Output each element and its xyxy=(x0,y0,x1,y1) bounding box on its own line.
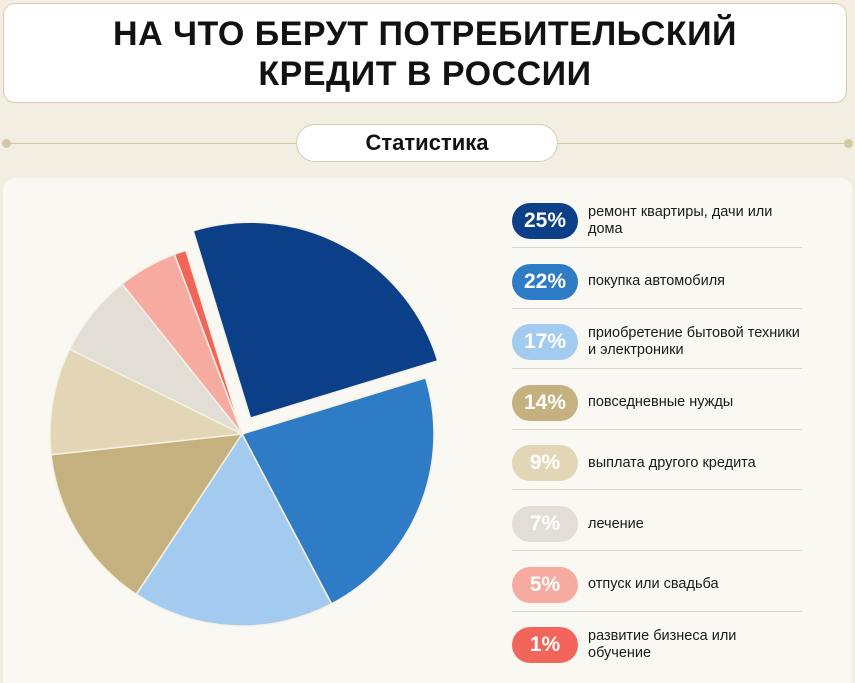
legend-label: приобретение бытовой техники и электрони… xyxy=(588,325,800,359)
title-line-1: НА ЧТО БЕРУТ ПОТРЕБИТЕЛЬСКИЙ xyxy=(113,15,737,53)
divider-dot-left xyxy=(2,139,11,148)
legend-label: развитие бизнеса или обучение xyxy=(588,628,737,662)
legend-item: 17% приобретение бытовой техники и электр… xyxy=(512,319,802,370)
pie-slice xyxy=(192,221,439,420)
legend-percent-badge: 22% xyxy=(512,263,578,300)
subtitle-pill: Статистика xyxy=(296,124,558,162)
legend-percent-badge: 17% xyxy=(512,324,578,361)
legend-item: 5% отпуск или свадьба xyxy=(512,562,802,612)
legend-item: 25% ремонт квартиры, дачи или дома xyxy=(512,198,802,248)
legend-percent-badge: 1% xyxy=(512,627,578,664)
legend-label: лечение xyxy=(588,515,644,532)
legend-item: 14% повседневные нужды xyxy=(512,380,802,430)
legend-percent-badge: 5% xyxy=(512,566,578,603)
legend-percent-badge: 14% xyxy=(512,384,578,421)
pie-slice xyxy=(50,433,244,596)
pie-slice xyxy=(49,348,245,456)
legend-divider xyxy=(512,428,802,430)
legend-percent-badge: 9% xyxy=(512,445,578,482)
pie-slices xyxy=(49,221,439,627)
legend-label: покупка автомобиля xyxy=(588,273,726,290)
pie-slice xyxy=(173,249,243,435)
pie-slice xyxy=(135,432,333,627)
legend-label: повседневные нужды xyxy=(588,394,734,411)
legend-item: 22% покупка автомобиля xyxy=(512,259,802,309)
legend-item: 9% выплата другого кредита xyxy=(512,440,802,491)
title-line-2: КРЕДИТ В РОССИИ xyxy=(258,55,592,93)
legend-divider xyxy=(512,307,802,309)
divider-right xyxy=(558,143,844,144)
legend-label: ремонт квартиры, дачи или дома xyxy=(588,204,773,237)
legend-item: 7% лечение xyxy=(512,501,802,551)
legend-divider xyxy=(512,247,802,248)
legend-percent-badge: 7% xyxy=(512,506,578,542)
divider-left xyxy=(11,143,296,144)
legend-divider xyxy=(512,489,802,491)
legend-percent-badge: 25% xyxy=(512,203,578,239)
legend-divider xyxy=(512,610,802,612)
legend-divider xyxy=(512,368,802,370)
divider-dot-right xyxy=(844,139,853,148)
legend-divider xyxy=(512,550,802,551)
legend-item: 1% развитие бизнеса или обучение xyxy=(512,622,802,672)
title-box: НА ЧТО БЕРУТ ПОТРЕБИТЕЛЬСКИЙ КРЕДИТ В РО… xyxy=(3,3,847,103)
legend-label: отпуск или свадьба xyxy=(588,576,719,593)
legend-label: выплата другого кредита xyxy=(588,454,756,471)
pie-slice xyxy=(240,376,435,605)
